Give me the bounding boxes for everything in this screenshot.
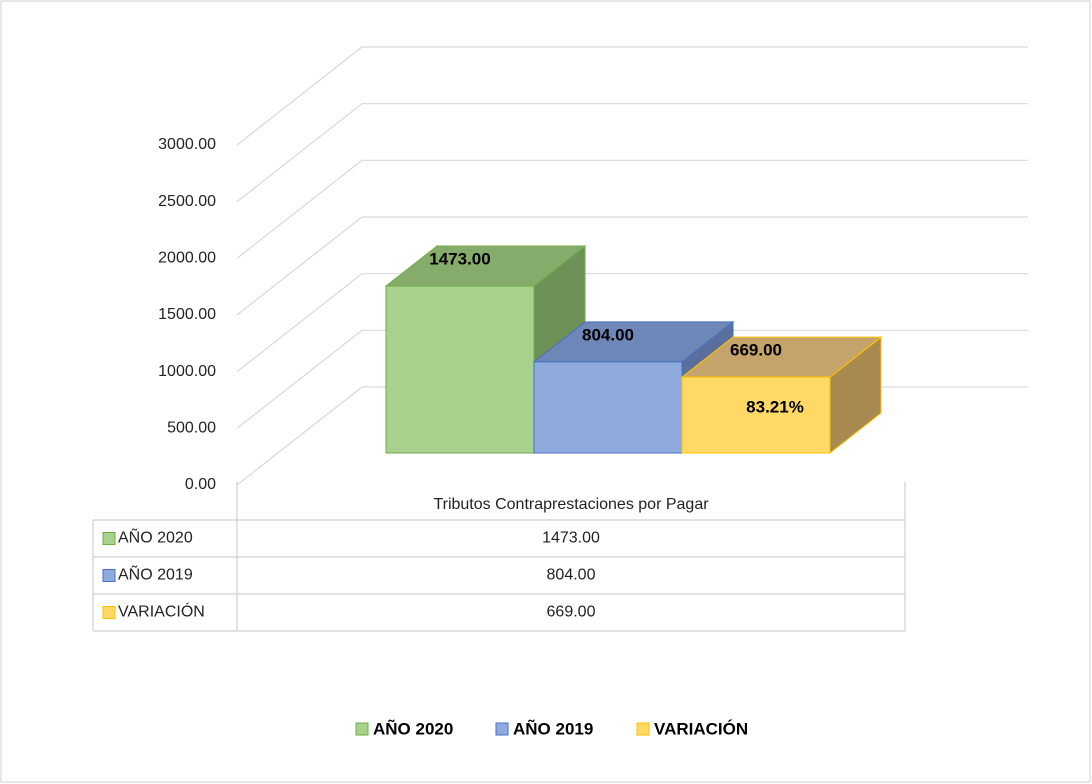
grid-line bbox=[236, 329, 1028, 429]
bar bbox=[681, 376, 831, 454]
table-cell: 669.00 bbox=[547, 604, 596, 621]
table-legend-key bbox=[102, 532, 116, 545]
legend-label: AÑO 2019 bbox=[513, 718, 593, 738]
legend-key bbox=[495, 722, 509, 736]
y-tick-label: 500.00 bbox=[167, 420, 216, 437]
grid-line bbox=[236, 103, 1028, 203]
bar bbox=[385, 285, 535, 454]
y-tick-label: 2000.00 bbox=[158, 250, 216, 267]
table-row-label: AÑO 2019 bbox=[118, 564, 193, 584]
table-cell: 804.00 bbox=[547, 567, 596, 584]
grid-line bbox=[236, 159, 1028, 259]
grid-line bbox=[236, 46, 1028, 146]
y-tick-label: 3000.00 bbox=[158, 136, 216, 153]
annotation: 83.21% bbox=[746, 397, 804, 416]
legend-key bbox=[636, 722, 650, 736]
table-legend-key bbox=[102, 569, 116, 582]
y-tick-label: 1000.00 bbox=[158, 363, 216, 380]
legend-label: VARIACIÓN bbox=[654, 719, 748, 738]
data-label: 1473.00 bbox=[429, 250, 490, 269]
legend-label: AÑO 2020 bbox=[373, 718, 453, 738]
y-tick-label: 2500.00 bbox=[158, 193, 216, 210]
table-legend-key bbox=[102, 606, 116, 619]
table-cell: 1473.00 bbox=[542, 530, 600, 547]
table-header: Tributos Contraprestaciones por Pagar bbox=[433, 496, 709, 513]
table-row-label: VARIACIÓN bbox=[118, 602, 205, 621]
grid-line bbox=[236, 216, 1028, 316]
y-tick-label: 1500.00 bbox=[158, 306, 216, 323]
legend-key bbox=[355, 722, 369, 736]
y-tick-label: 0.00 bbox=[185, 476, 216, 493]
grid-line bbox=[236, 273, 1028, 373]
bar bbox=[533, 361, 683, 454]
table-row-label: AÑO 2020 bbox=[118, 527, 193, 547]
data-label: 804.00 bbox=[582, 325, 634, 344]
data-label: 669.00 bbox=[730, 341, 782, 360]
